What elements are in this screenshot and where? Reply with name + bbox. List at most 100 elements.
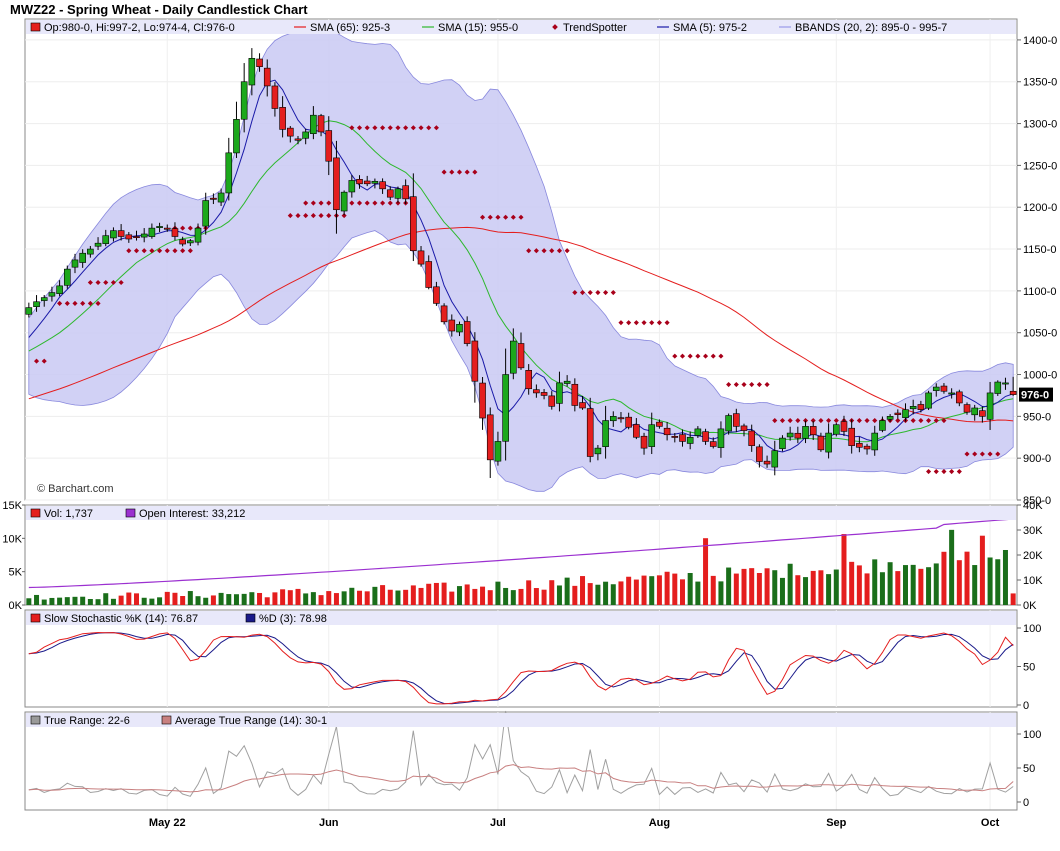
candle-body xyxy=(463,321,471,344)
trendspotter-dot xyxy=(95,279,101,286)
volume-bar xyxy=(933,563,939,605)
candle-body xyxy=(963,404,971,413)
candle-body xyxy=(71,259,79,268)
volume-bar xyxy=(87,599,93,605)
watermark: © Barchart.com xyxy=(37,483,114,495)
candle-body xyxy=(902,409,909,418)
candle-body xyxy=(240,81,248,120)
candle-body xyxy=(733,413,740,427)
candle-body xyxy=(648,424,656,447)
trendspotter-dot xyxy=(910,417,916,424)
candle-body xyxy=(932,386,940,391)
trendspotter-dot xyxy=(180,225,186,231)
volume-bar xyxy=(249,592,255,605)
legend-main-bg xyxy=(26,20,1016,34)
trendspotter-dot xyxy=(933,469,939,475)
volume-bar xyxy=(310,592,316,605)
volume-bar xyxy=(34,594,40,605)
volume-bar xyxy=(349,587,355,605)
candle-body xyxy=(586,408,594,457)
candle-body xyxy=(863,445,871,450)
volume-bar xyxy=(949,529,955,605)
trendspotter-dot xyxy=(495,214,501,220)
volume-bar xyxy=(472,588,478,605)
candle-body xyxy=(117,230,125,237)
candle-box-icon xyxy=(30,22,41,32)
candle-body xyxy=(1002,382,1009,385)
volume-bar xyxy=(264,597,270,605)
volume-bar xyxy=(979,535,985,605)
square-swatch-icon xyxy=(30,715,41,725)
candle-body xyxy=(48,292,56,297)
trendspotter-dot xyxy=(595,289,601,296)
volume-bar xyxy=(187,591,193,605)
x-axis-label: May 22 xyxy=(149,817,186,829)
candle-body xyxy=(971,407,979,416)
volume-bar xyxy=(618,581,624,605)
candle-body xyxy=(179,239,186,245)
volume-bar xyxy=(149,598,155,605)
square-swatch-icon xyxy=(30,613,41,623)
x-axis-label: Oct xyxy=(981,817,1000,829)
candle-body xyxy=(163,227,171,230)
candle-body xyxy=(725,415,732,432)
volume-bar xyxy=(257,592,263,605)
candle-body xyxy=(794,432,802,439)
volume-bar xyxy=(803,577,809,605)
trendspotter-dot xyxy=(941,417,947,424)
candle-body xyxy=(271,85,279,109)
volume-bar xyxy=(772,570,778,605)
candle-body xyxy=(671,435,679,438)
volume-bar xyxy=(380,585,386,605)
trendspotter-dot xyxy=(518,214,524,220)
candle-body xyxy=(317,115,325,133)
candle-body xyxy=(110,230,117,239)
volume-bar xyxy=(895,571,901,605)
candle-body xyxy=(771,450,779,468)
legend-main-item-label: SMA (15): 955-0 xyxy=(438,22,518,34)
volume-bar xyxy=(779,577,785,605)
trendspotter-dot xyxy=(979,451,985,457)
candle-body xyxy=(386,189,394,198)
candle-body xyxy=(279,107,286,130)
x-axis-label: Aug xyxy=(649,817,670,829)
volume-right-tick: 30K xyxy=(1023,525,1043,537)
volume-bar xyxy=(879,572,885,605)
candle-body xyxy=(686,436,694,444)
candle-body xyxy=(456,324,463,333)
candle-body xyxy=(563,380,571,384)
volume-bar xyxy=(533,588,539,605)
trendspotter-dot xyxy=(464,169,470,175)
volume-left-tick: 10K xyxy=(2,533,22,545)
candle-body xyxy=(348,180,356,193)
volume-bar xyxy=(649,576,655,605)
candle-body xyxy=(356,178,363,185)
volume-bar xyxy=(157,597,163,605)
trendspotter-dot xyxy=(687,353,693,359)
volume-bar xyxy=(656,575,662,605)
candle-body xyxy=(371,180,379,184)
trendspotter-dot xyxy=(441,169,447,175)
volume-bar xyxy=(864,573,870,605)
sma-65-line xyxy=(28,226,1014,423)
price-tick-label: 1100-0 xyxy=(1023,286,1056,298)
trendspotter-dot xyxy=(618,320,624,326)
candle-body xyxy=(87,248,94,255)
volume-bar xyxy=(226,594,232,605)
square-swatch-icon xyxy=(125,508,136,518)
candle-body xyxy=(802,426,809,439)
trendspotter-dot xyxy=(818,417,824,424)
candle-body xyxy=(525,370,532,390)
volume-right-tick: 0K xyxy=(1023,600,1037,612)
candle-body xyxy=(602,420,609,447)
legend-stoch-bg xyxy=(26,611,1016,625)
candle-body xyxy=(33,301,40,308)
candle-body xyxy=(486,414,494,461)
trendspotter-dot xyxy=(380,200,386,206)
candle-body xyxy=(294,138,302,141)
candle-body xyxy=(433,286,440,304)
candle-body xyxy=(832,424,840,435)
legend-stoch-item-label: Slow Stochastic %K (14): 76.87 xyxy=(44,613,198,625)
legend-main-item-label: Op:980-0, Hi:997-2, Lo:974-4, Cl:976-0 xyxy=(44,22,235,34)
trendspotter-dot xyxy=(833,417,839,424)
